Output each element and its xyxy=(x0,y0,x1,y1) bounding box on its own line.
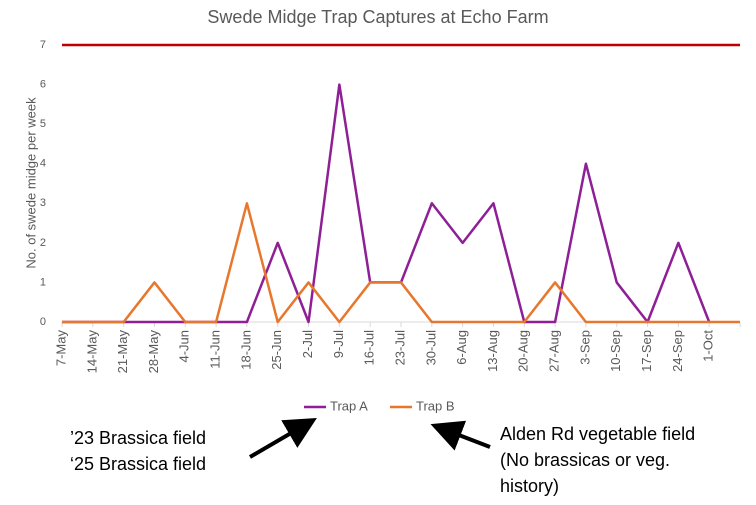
legend-label: Trap B xyxy=(416,398,455,413)
x-tick-label: 13-Aug xyxy=(485,330,500,372)
x-tick-label: 4-Jun xyxy=(177,330,192,363)
y-tick-label: 2 xyxy=(40,237,46,249)
x-tick-label: 11-Jun xyxy=(208,330,223,369)
series-line xyxy=(62,202,740,324)
x-tick-label: 9-Jul xyxy=(331,330,346,358)
annotation: (No brassicas or veg. xyxy=(500,450,670,470)
x-tick-label: 24-Sep xyxy=(670,330,685,372)
y-axis-label: No. of swede midge per week xyxy=(23,97,38,269)
y-tick-label: 0 xyxy=(40,316,46,328)
annotation: Alden Rd vegetable field xyxy=(500,424,695,444)
x-tick-label: 27-Aug xyxy=(547,330,562,372)
x-tick-label: 1-Oct xyxy=(701,330,716,362)
x-tick-label: 16-Jul xyxy=(362,330,377,366)
annotation: ‘25 Brassica field xyxy=(70,454,206,474)
x-tick-label: 2-Jul xyxy=(300,330,315,358)
x-tick-label: 3-Sep xyxy=(577,330,592,365)
x-tick-label: 18-Jun xyxy=(238,330,253,370)
arrow xyxy=(430,420,491,451)
x-tick-label: 23-Jul xyxy=(392,330,407,366)
y-tick-label: 4 xyxy=(40,158,46,170)
y-tick-label: 6 xyxy=(40,78,46,90)
y-tick-label: 1 xyxy=(40,276,46,288)
x-tick-label: 21-May xyxy=(115,330,130,374)
x-tick-label: 30-Jul xyxy=(423,330,438,366)
y-tick-label: 5 xyxy=(40,118,46,130)
x-tick-label: 17-Sep xyxy=(639,330,654,372)
x-tick-label: 25-Jun xyxy=(269,330,284,370)
arrow xyxy=(248,417,317,459)
annotation: ’23 Brassica field xyxy=(70,428,206,448)
legend-label: Trap A xyxy=(330,398,368,413)
x-tick-label: 28-May xyxy=(146,330,161,374)
annotation: history) xyxy=(500,476,559,496)
chart-title: Swede Midge Trap Captures at Echo Farm xyxy=(207,7,548,27)
x-tick-label: 7-May xyxy=(53,330,68,367)
y-tick-label: 7 xyxy=(40,39,46,51)
x-tick-label: 14-May xyxy=(84,330,99,374)
x-tick-label: 10-Sep xyxy=(608,330,623,372)
y-tick-label: 3 xyxy=(40,197,46,209)
x-tick-label: 20-Aug xyxy=(516,330,531,372)
x-tick-label: 6-Aug xyxy=(454,330,469,365)
